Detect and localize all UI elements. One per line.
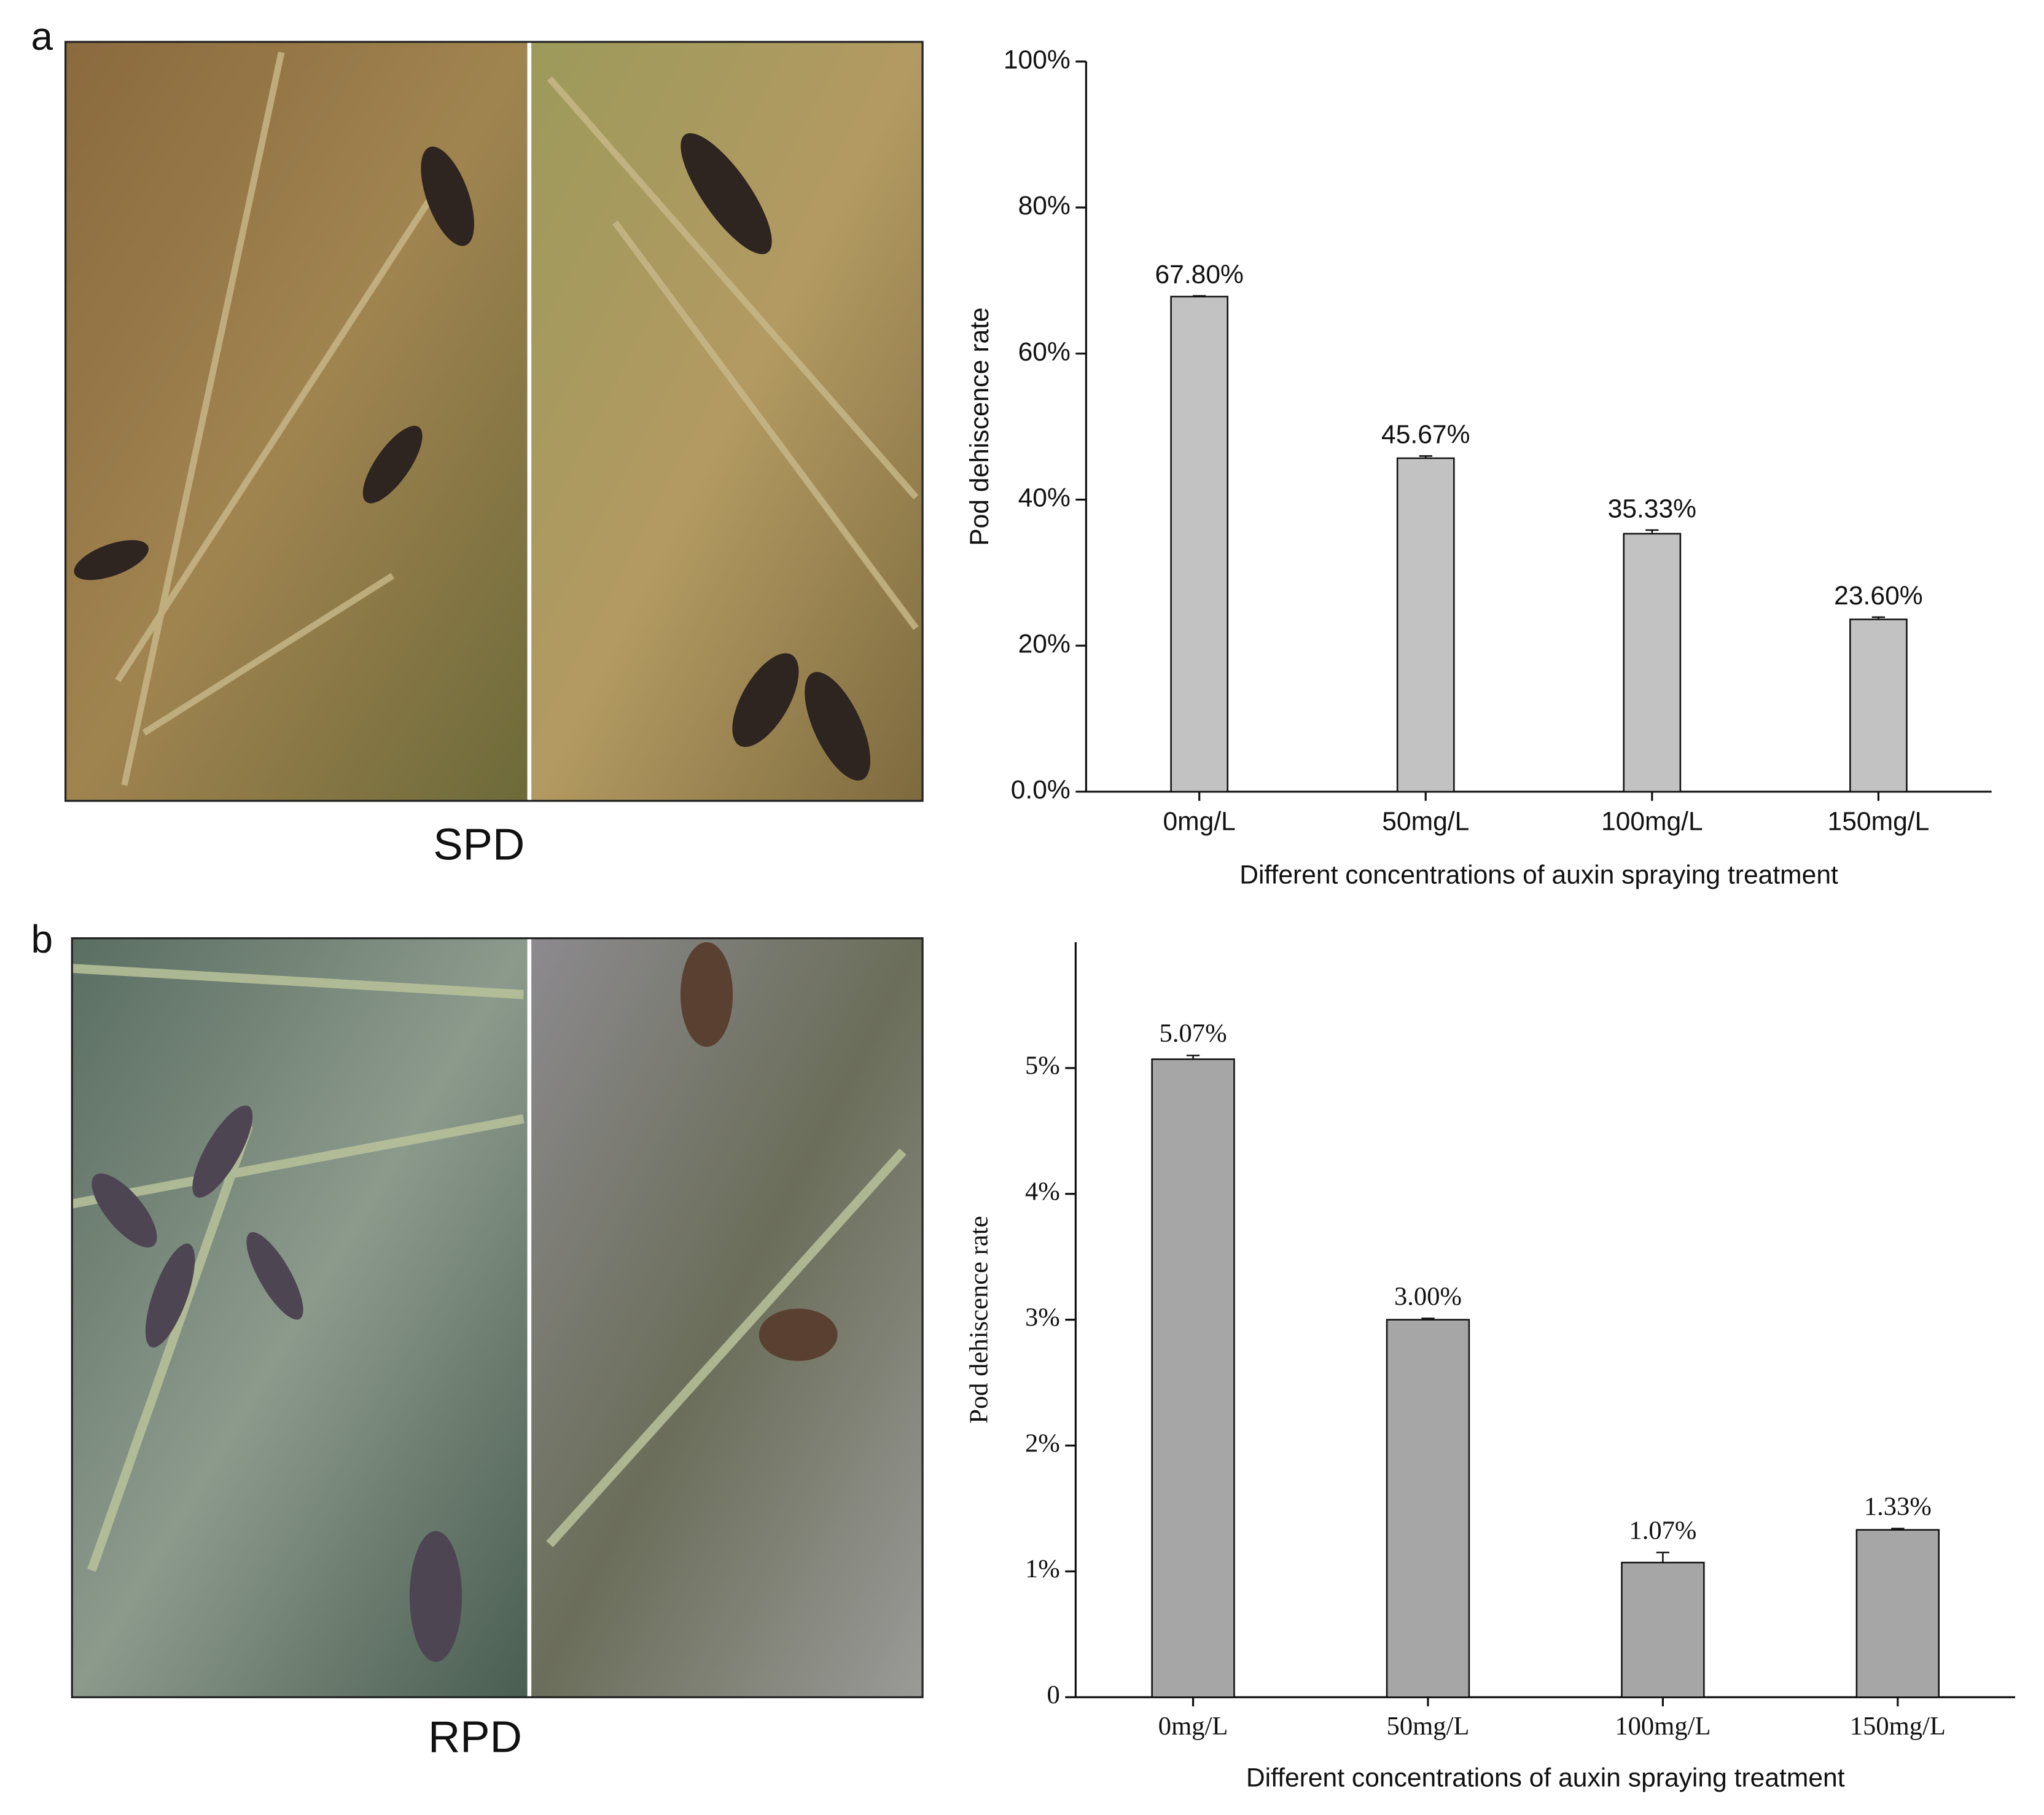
- value-label: 3.00%: [1394, 1282, 1462, 1311]
- y-tick-label: 60%: [1018, 337, 1071, 367]
- bar: [1849, 619, 1908, 793]
- value-label: 67.80%: [1155, 260, 1243, 289]
- photo-a: [64, 41, 924, 802]
- value-label: 45.67%: [1381, 420, 1470, 450]
- error-bar: [1421, 1317, 1435, 1320]
- error-bar: [1193, 295, 1206, 297]
- chart: 0.0% 20% 40% 60% 80% 100% 67.80% 0mg/L 45.67% 50m…: [965, 45, 1992, 890]
- bar: [1621, 1561, 1705, 1698]
- value-label: 1.07%: [1629, 1516, 1696, 1545]
- y-tick-label: 80%: [1018, 191, 1071, 221]
- y-tick-label: 3%: [1025, 1303, 1060, 1332]
- photo-caption: SPD: [433, 820, 525, 870]
- value-label: 23.60%: [1834, 581, 1922, 611]
- y-tick-label: 1%: [1025, 1555, 1060, 1583]
- y-tick-label: 100%: [1004, 45, 1071, 74]
- value-label: 1.33%: [1864, 1493, 1932, 1521]
- bar: [1623, 533, 1682, 793]
- value-label: 35.33%: [1608, 494, 1696, 523]
- x-tick-label: 150mg/L: [1828, 806, 1930, 836]
- y-tick-label: 20%: [1018, 629, 1071, 658]
- photo-b: [71, 937, 924, 1698]
- bar: [1386, 1319, 1470, 1698]
- x-tick-label: 0mg/L: [1163, 806, 1235, 836]
- y-tick-label: 5%: [1025, 1052, 1060, 1080]
- error-bar: [1871, 616, 1886, 620]
- bar: [1855, 1529, 1940, 1698]
- x-tick-label: 100mg/L: [1601, 806, 1703, 836]
- value-label: 5.07%: [1160, 1019, 1227, 1048]
- x-tick-label: 50mg/L: [1387, 1712, 1470, 1741]
- error-bar: [1419, 455, 1432, 459]
- error-bar: [1891, 1528, 1905, 1530]
- bar: [1170, 295, 1229, 793]
- y-tick-label: 40%: [1018, 483, 1071, 513]
- y-tick-label: 4%: [1025, 1177, 1060, 1206]
- y-axis-title: Pod dehiscence rate: [965, 307, 994, 545]
- photo-caption: RPD: [428, 1712, 522, 1762]
- x-tick-label: 100mg/L: [1615, 1712, 1710, 1741]
- y-axis-title: Pod dehiscence rate: [965, 1216, 994, 1423]
- x-tick-label: 150mg/L: [1850, 1712, 1946, 1741]
- error-bar: [1656, 1552, 1670, 1563]
- x-tick-label: 50mg/L: [1382, 806, 1469, 836]
- bar: [1151, 1058, 1235, 1698]
- y-tick-label: 2%: [1025, 1429, 1060, 1458]
- panel-label: b: [31, 917, 53, 961]
- error-bar: [1645, 529, 1659, 534]
- bar: [1396, 457, 1455, 793]
- x-axis-title: Different concentrations of auxin sprayi…: [1246, 1763, 1845, 1793]
- y-tick-label: 0.0%: [1011, 775, 1071, 805]
- panel-label: a: [31, 14, 53, 58]
- chart: 0 1% 2% 3% 4% 5% 5.07% 0mg/L 3.00% 50mg/L 1.07% 100…: [965, 942, 2016, 1793]
- x-tick-label: 0mg/L: [1158, 1712, 1228, 1741]
- x-axis-title: Different concentrations of auxin sprayi…: [1239, 861, 1838, 890]
- error-bar: [1186, 1055, 1200, 1060]
- y-tick-label: 0: [1047, 1680, 1059, 1709]
